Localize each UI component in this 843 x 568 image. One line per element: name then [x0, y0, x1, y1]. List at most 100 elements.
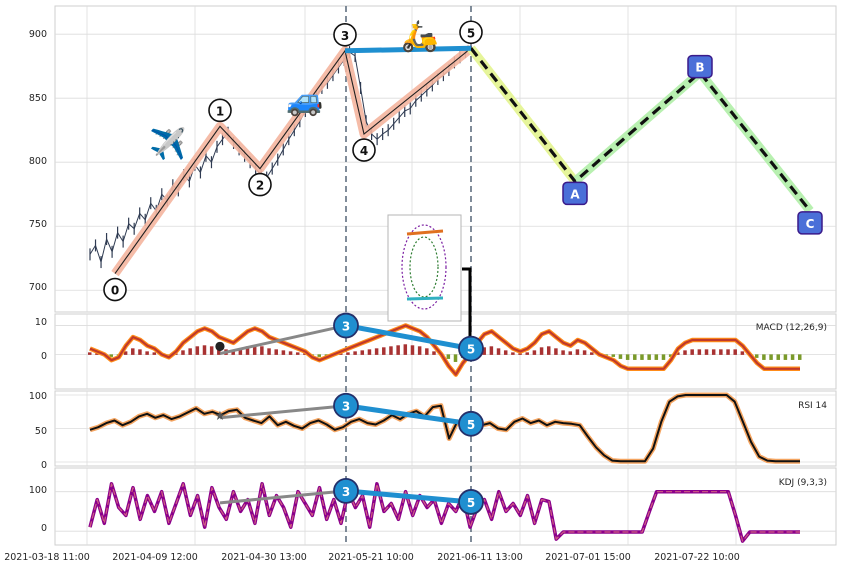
macd-histogram-bar: [633, 354, 637, 360]
macd-histogram-bar: [611, 354, 616, 357]
macd-histogram-bar: [274, 349, 278, 355]
macd-histogram-bar: [503, 350, 508, 355]
macd-histogram-bar: [425, 348, 429, 355]
macd-histogram-bar: [353, 351, 357, 355]
wave-label-box-B: [687, 54, 713, 79]
macd-wave-label-3: 3: [342, 320, 350, 334]
price-tick-800: 800: [29, 156, 47, 167]
kdj-wave-marker-3: [333, 478, 359, 504]
macd-histogram-bar: [798, 354, 802, 360]
inset-loop-green: [409, 236, 439, 298]
rsi-wave-marker-5: [458, 410, 484, 437]
macd-histogram-bar: [683, 350, 687, 355]
macd-histogram-bar: [138, 349, 142, 355]
kdj-divergence-line-blue: [345, 488, 472, 505]
rsi-wave-label-3: 3: [342, 400, 350, 414]
macd-histogram-bar: [726, 349, 730, 355]
macd-histogram-bar: [590, 352, 594, 355]
macd-histogram-bar: [790, 354, 795, 360]
macd-histogram-bar: [625, 354, 630, 360]
kdj-wave-label-5: 5: [467, 496, 475, 510]
macd-histogram-bar: [382, 347, 386, 355]
macd-histogram-bar: [295, 352, 300, 355]
macd-histogram-bar: [181, 350, 185, 355]
rsi-tick-0: 0: [41, 460, 47, 471]
macd-histogram-bar: [711, 349, 716, 355]
macd-histogram-bar: [575, 349, 580, 355]
wave-label-circle-5: [459, 20, 483, 45]
rsi-divergence-line-blue: [345, 403, 472, 427]
kdj-wave-label-3: 3: [342, 485, 350, 499]
wave-label-box-A: [562, 181, 588, 206]
macd-histogram-bar: [654, 354, 659, 360]
macd-histogram-bar: [417, 346, 422, 355]
macd-histogram-bar: [152, 352, 157, 355]
wave-label-circle-0: [103, 277, 127, 302]
macd-histogram-bar: [202, 345, 207, 355]
macd-histogram-bar: [317, 354, 321, 357]
macd-histogram-bar: [676, 352, 680, 355]
macd-histogram-bar: [360, 350, 365, 355]
macd-histogram-bar: [776, 354, 780, 360]
macd-wave-marker-3: [333, 312, 359, 339]
rsi-tick-100: 100: [29, 391, 47, 402]
macd-histogram-bar: [446, 354, 451, 359]
macd-histogram-bar: [123, 351, 128, 355]
kdj-series-line-1: [89, 483, 800, 542]
wave-label-3: 3: [341, 29, 349, 43]
chart-panels: 0 1 2 3 4 5 A B C 3 5 ● 3 5 ★ 3 5: [54, 5, 837, 546]
macd-divergence-line-blue: [345, 323, 472, 352]
macd-histogram-bar: [88, 352, 92, 355]
macd-histogram-bar: [539, 347, 544, 355]
macd-histogram-bar: [346, 352, 350, 355]
macd-histogram-bar: [410, 345, 415, 355]
macd-histogram-bar: [209, 346, 214, 355]
x-tick-1: 2021-04-09 12:00: [112, 552, 198, 563]
macd-histogram-bar: [231, 350, 235, 355]
wave-label-box-C: [797, 211, 823, 235]
macd-histogram-bar: [511, 352, 515, 355]
macd-histogram-bar: [396, 345, 400, 355]
macd-histogram-bar: [762, 354, 766, 360]
macd-tick-0: 0: [41, 351, 47, 362]
macd-histogram-bar: [489, 346, 494, 355]
macd-histogram-bar: [733, 349, 737, 355]
kdj-wave-marker-5: [458, 489, 484, 515]
macd-histogram-bar: [260, 346, 264, 355]
rsi-panel-label: RSI 14: [798, 401, 827, 411]
x-tick-5: 2021-07-01 15:00: [545, 552, 631, 563]
macd-histogram-bar: [281, 350, 286, 355]
wave-3-5-trendline: [344, 45, 472, 54]
macd-histogram-bar: [403, 344, 408, 355]
macd-series-line-1: [89, 324, 800, 376]
macd-divergence-line-grey: [219, 324, 347, 356]
macd-histogram-bar: [188, 348, 192, 355]
x-tick-6: 2021-07-22 10:00: [654, 552, 740, 563]
price-tick-900: 900: [29, 29, 47, 40]
macd-wave-label-5: 5: [467, 343, 475, 357]
macd-histogram-bar: [339, 353, 343, 355]
wave-label-A: A: [570, 187, 580, 201]
inset-pointer-arrow: [462, 267, 472, 346]
macd-histogram-bar: [389, 346, 393, 355]
macd-histogram-bar: [546, 346, 551, 355]
rsi-divergence-anchor: ★: [214, 409, 226, 424]
impulse-wave-line: [114, 47, 472, 274]
macd-histogram-bar: [453, 354, 458, 362]
wave-label-circle-1: [208, 98, 232, 123]
inset-loop-purple: [401, 224, 447, 310]
kdj-tick-0: 0: [41, 523, 47, 534]
macd-histogram-bar: [618, 354, 623, 359]
airplane-icon: ✈️: [149, 125, 186, 162]
macd-histogram-bar: [719, 349, 723, 355]
rsi-divergence-line-grey: [219, 404, 347, 420]
macd-histogram-bar: [647, 354, 651, 360]
macd-histogram-bar: [482, 347, 486, 355]
inset-thumbnail: [387, 214, 462, 322]
kdj-divergence-line-grey: [219, 489, 347, 505]
macd-histogram-bar: [754, 354, 759, 358]
macd-histogram-bar: [109, 354, 114, 357]
rsi-tick-50: 50: [35, 426, 47, 437]
macd-wave-marker-5: [458, 335, 484, 362]
